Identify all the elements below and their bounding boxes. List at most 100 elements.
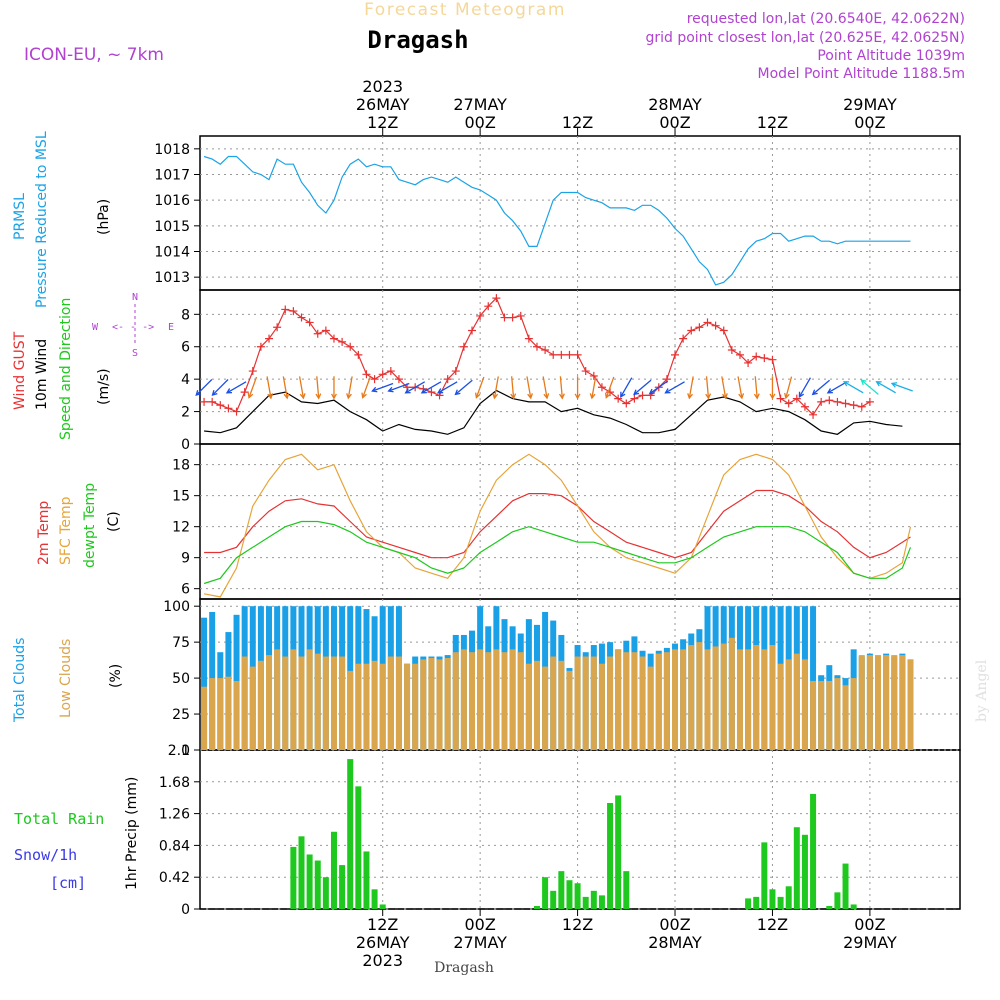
low-cloud-bar [818, 680, 825, 750]
bottom-tick-label: 12Z [757, 915, 788, 934]
precip-bar [574, 883, 581, 909]
gust-marker [589, 371, 598, 380]
wind-arrow [605, 376, 615, 398]
wind-arrow [798, 377, 812, 398]
precip-bar [777, 896, 784, 909]
wind-arrow-head [543, 393, 550, 400]
gust-marker [240, 388, 249, 397]
low-cloud-bar [436, 659, 443, 750]
gust-marker [719, 326, 728, 335]
gust-marker [492, 294, 501, 303]
footer-location: Dragash [434, 960, 494, 976]
pressure-line [203, 155, 911, 286]
low-cloud-bar [428, 657, 435, 750]
wind-arrow-head [267, 393, 274, 400]
precip-bar [745, 898, 752, 909]
top-tick-label: 00Z [854, 113, 885, 132]
low-cloud-bar [761, 649, 768, 750]
wind-arrow [633, 379, 652, 395]
t2m-line [204, 489, 911, 559]
wind-arrow [812, 379, 831, 395]
gust-marker [273, 323, 282, 332]
low-cloud-bar [363, 663, 370, 750]
wind-arrow [688, 376, 694, 399]
gust-marker [459, 342, 468, 351]
gust-marker [760, 354, 769, 363]
ytick-label-precip: 0 [181, 902, 190, 918]
low-cloud-bar [590, 656, 597, 750]
wind-arrow-head [620, 391, 626, 398]
gust-marker [711, 321, 720, 330]
wind-arrow-head [875, 381, 882, 387]
wind-arrow [620, 377, 633, 398]
gust-marker [865, 397, 874, 406]
gust-marker [524, 334, 533, 343]
sfc-temp-line [203, 453, 912, 598]
wind-arrow [721, 376, 727, 399]
ytick-label-clouds: 0 [181, 743, 190, 759]
wind-arrow [737, 376, 743, 399]
wind-arrow-head [753, 393, 760, 400]
wind-arrow-head [454, 389, 461, 396]
low-cloud-bar [314, 653, 321, 750]
gust-marker [256, 342, 265, 351]
low-cloud-bar [290, 649, 297, 750]
ytick-label-precip: 0.42 [159, 870, 190, 886]
low-cloud-bar [460, 649, 467, 750]
wind-arrow-head [722, 393, 728, 400]
wind-arrow [526, 376, 532, 399]
gust-marker [695, 323, 704, 332]
ytick-label-temperature: 9 [181, 551, 190, 567]
gust-marker [224, 404, 233, 413]
wind-arrow-head [860, 379, 867, 386]
low-cloud-bar [753, 645, 760, 750]
precip-bar [542, 877, 549, 909]
precip-bar [533, 905, 540, 909]
wind-arrow-head [225, 388, 233, 394]
wind-arrow [511, 376, 515, 399]
gust-marker [752, 352, 761, 361]
precip-bar [347, 759, 354, 909]
gust-marker [703, 318, 712, 327]
panel-frame-pressure [199, 135, 961, 291]
ytick-label-temperature: 15 [172, 489, 190, 505]
low-cloud-bar [850, 678, 857, 750]
gust-label: Wind GUST [12, 331, 28, 410]
gust-marker [581, 367, 590, 376]
precip-bar [753, 896, 760, 909]
wind-dir-label: Speed and Direction [58, 298, 74, 440]
wind-arrow-head [492, 393, 499, 400]
gust-marker [679, 334, 688, 343]
total-clouds-label: Total Clouds [12, 638, 28, 723]
bottom-tick-label: 29MAY [843, 933, 897, 952]
ytick-label-temperature: 12 [172, 520, 190, 536]
wind-arrow-head [664, 388, 671, 394]
low-cloud-bar [517, 652, 524, 750]
low-cloud-bar [810, 680, 817, 750]
wind-arrow-head [811, 389, 818, 396]
wind-arrow-head [299, 393, 306, 400]
ytick-label-clouds: 75 [172, 635, 190, 651]
precip-bar [801, 834, 808, 909]
wind-arrow-head [769, 393, 776, 400]
low-cloud-bar [257, 660, 264, 750]
wind-unit: (m/s) [96, 368, 112, 405]
grid-coords: grid point closest lon,lat (20.625E, 42.… [645, 30, 965, 46]
wind-arrow [493, 376, 499, 399]
low-cloud-bar [688, 645, 695, 750]
bottom-tick-label: 27MAY [453, 933, 507, 952]
ytick-label-pressure: 1017 [154, 168, 190, 184]
wind-arrow [248, 376, 258, 398]
wind-arrow [542, 376, 548, 399]
bottom-tick-label: 28MAY [648, 933, 702, 952]
wind-arrow-head [842, 381, 850, 387]
low-cloud-bar [826, 680, 833, 750]
gust-marker [468, 326, 477, 335]
t2m-label: 2m Temp [36, 501, 52, 565]
precip-bar [558, 871, 565, 909]
wind-arrow-head [436, 388, 444, 394]
gust-marker [232, 407, 241, 416]
precip-bar [298, 836, 305, 909]
low-cloud-bar [842, 685, 849, 750]
low-cloud-bar [801, 659, 808, 750]
